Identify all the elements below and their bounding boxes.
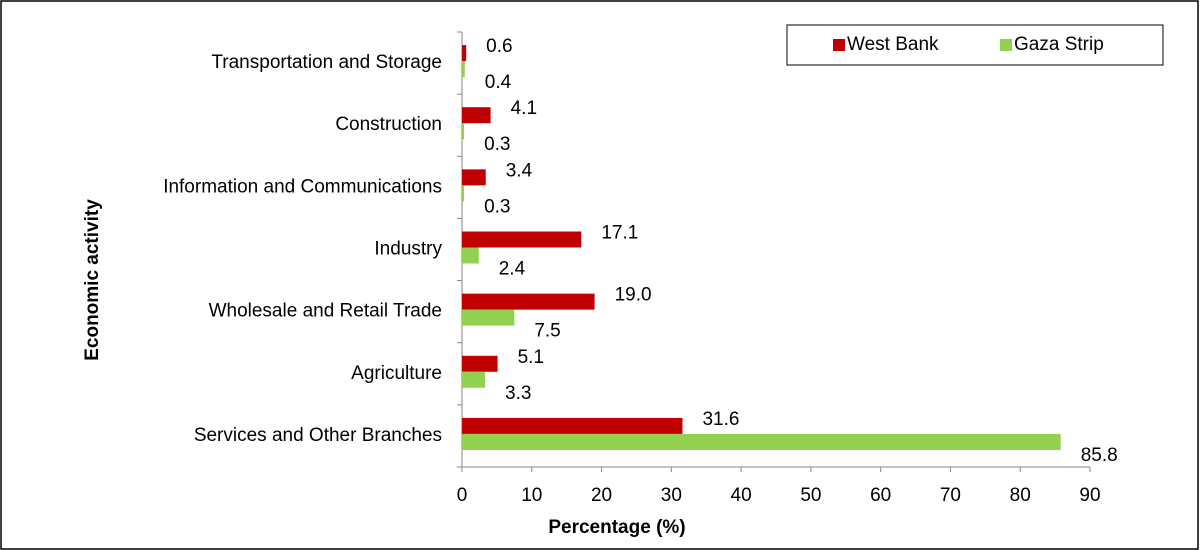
bar — [462, 309, 515, 326]
y-tick-label: Agriculture — [351, 363, 442, 384]
bar — [462, 169, 486, 186]
data-label: 0.3 — [484, 196, 510, 217]
bar — [462, 417, 683, 434]
x-tick-label: 70 — [940, 485, 961, 506]
x-tick-label: 30 — [661, 485, 682, 506]
data-label: 19.0 — [615, 285, 652, 306]
bar — [462, 293, 595, 310]
y-tick-label: Transportation and Storage — [211, 52, 442, 73]
bar — [462, 371, 486, 388]
y-axis-title: Economic activity — [82, 199, 103, 361]
x-tick-label: 80 — [1010, 485, 1031, 506]
data-label: 0.3 — [484, 134, 510, 155]
x-axis-title: Percentage (%) — [548, 517, 685, 538]
legend-swatch — [1000, 39, 1012, 51]
data-label: 85.8 — [1081, 445, 1118, 466]
legend-swatch — [833, 39, 845, 51]
y-tick-label: Industry — [374, 239, 442, 260]
data-label: 4.1 — [511, 98, 537, 119]
data-label: 5.1 — [518, 347, 544, 368]
legend-box — [786, 24, 1164, 66]
y-tick-label: Wholesale and Retail Trade — [209, 301, 442, 322]
y-tick-label: Services and Other Branches — [194, 425, 442, 446]
bar — [462, 247, 479, 264]
data-label: 3.3 — [505, 383, 531, 404]
data-label: 2.4 — [499, 259, 526, 280]
y-tick-label: Construction — [335, 114, 442, 135]
bar — [462, 185, 465, 202]
data-label: 17.1 — [601, 223, 638, 244]
bar — [462, 61, 465, 78]
bar — [462, 433, 1061, 450]
data-label: 0.4 — [485, 72, 512, 93]
x-tick-label: 20 — [591, 485, 612, 506]
x-tick-label: 40 — [731, 485, 752, 506]
legend-label: West Bank — [847, 34, 939, 55]
data-label: 31.6 — [702, 409, 739, 430]
x-tick-label: 0 — [457, 485, 468, 506]
x-tick-label: 50 — [800, 485, 821, 506]
x-tick-label: 10 — [521, 485, 542, 506]
y-tick-label: Information and Communications — [163, 176, 442, 197]
data-label: 3.4 — [506, 160, 533, 181]
x-tick-label: 60 — [870, 485, 891, 506]
bar — [462, 107, 491, 124]
x-tick-label: 90 — [1079, 485, 1100, 506]
bar — [462, 355, 498, 372]
data-label: 0.6 — [486, 36, 512, 57]
bar — [462, 231, 582, 248]
bar — [462, 123, 465, 140]
legend-label: Gaza Strip — [1014, 34, 1104, 55]
bar — [462, 45, 467, 62]
data-label: 7.5 — [534, 321, 560, 342]
